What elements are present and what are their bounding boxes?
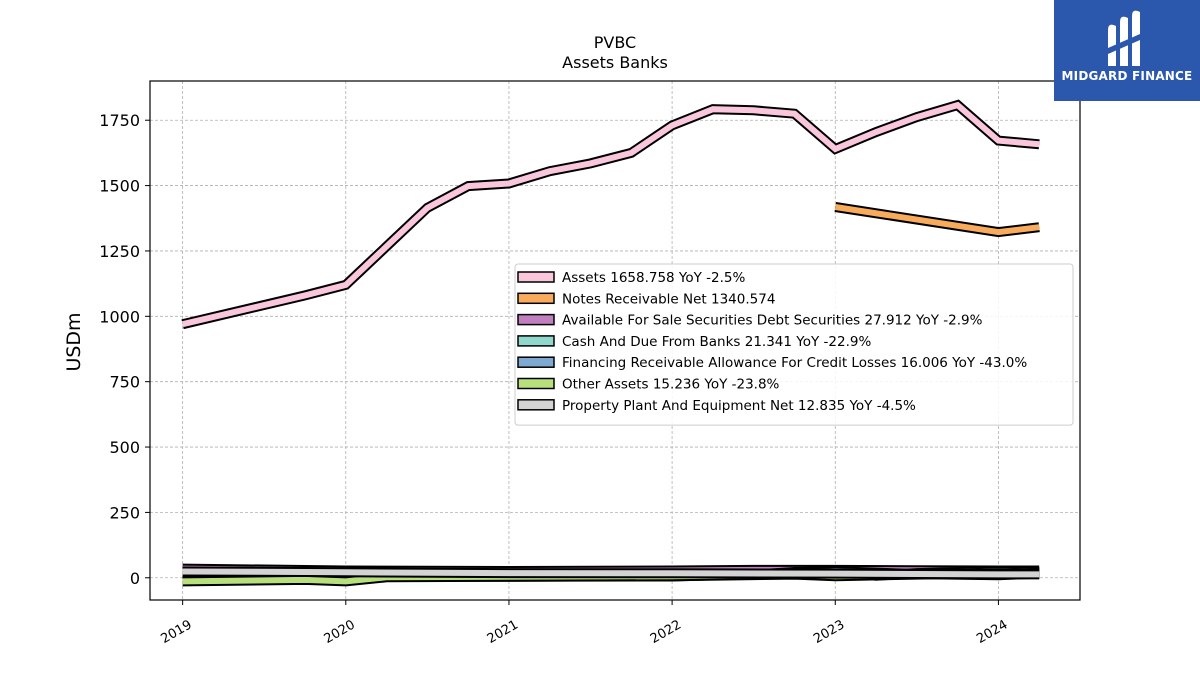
legend-entry: Other Assets 15.236 YoY -23.8%: [562, 377, 780, 393]
x-tick-label: 2024: [974, 617, 1010, 647]
legend-swatch: [517, 335, 555, 347]
legend-entry: Cash And Due From Banks 21.341 YoY -22.9…: [562, 334, 871, 350]
legend-swatch: [517, 356, 555, 368]
legend-box: [514, 263, 1074, 426]
brand-name: MIDGARD FINANCE: [1061, 69, 1193, 83]
legend-swatch: [517, 399, 555, 411]
legend-entry: Financing Receivable Allowance For Credi…: [562, 355, 1027, 371]
legend-swatch: [517, 292, 555, 305]
y-axis-label: USDm: [63, 312, 85, 371]
legend-swatch: [517, 271, 555, 283]
y-tick-label: 1500: [99, 177, 140, 196]
legend: Assets 1658.758 YoY -2.5% Notes Receivabl…: [514, 263, 1074, 426]
series-line-assets: [181, 101, 1040, 328]
series-line-property-plant-and-equipment-net: [182, 568, 1040, 578]
y-tick-label: 1750: [99, 111, 140, 130]
x-tick-label: 2023: [811, 617, 847, 647]
series-line-notes-receivable-net: [834, 204, 1040, 236]
plot-frame: [149, 80, 1081, 601]
x-tick-label: 2021: [485, 617, 521, 647]
legend-entry: Available For Sale Securities Debt Secur…: [562, 313, 983, 329]
y-tick-label: 0: [130, 569, 140, 588]
y-tick-label: 1250: [99, 242, 140, 261]
series-layer: [181, 99, 1040, 587]
chart-subtitle: Assets Banks: [562, 53, 668, 72]
legend-entry: Property Plant And Equipment Net 12.835 …: [562, 398, 916, 414]
x-tick-label: 2022: [648, 617, 684, 647]
y-tick-label: 750: [109, 373, 140, 392]
legend-swatch: [517, 313, 555, 326]
legend-entry: Assets 1658.758 YoY -2.5%: [562, 270, 746, 286]
chart-title: PVBC: [594, 33, 636, 52]
x-tick-label: 2020: [322, 617, 358, 647]
y-tick-label: 250: [109, 503, 140, 522]
y-tick-label: 500: [109, 438, 140, 457]
midgard-logo-icon: [1108, 10, 1140, 67]
legend-entry: Notes Receivable Net 1340.574: [562, 291, 775, 307]
legend-swatch: [517, 377, 555, 390]
x-tick-label: 2019: [158, 617, 194, 647]
y-tick-label: 1000: [99, 307, 140, 326]
brand-logo: MIDGARD FINANCE: [1054, 0, 1200, 101]
